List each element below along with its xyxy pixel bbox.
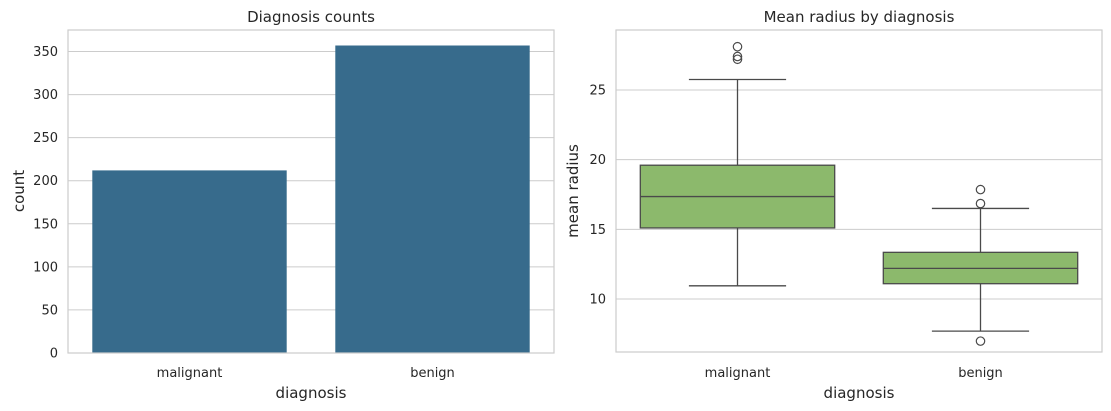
y-tick-label: 25: [589, 83, 606, 98]
y-tick-label: 200: [33, 174, 58, 189]
box-chart-plot-frame: [615, 29, 1103, 353]
bar-chart-x-ticks: malignant benign: [157, 366, 455, 381]
x-tick-label: malignant: [157, 366, 223, 381]
bar-malignant: [92, 170, 287, 353]
y-tick-label: 100: [33, 260, 58, 275]
box-chart-x-ticks: malignant benign: [705, 366, 1003, 381]
y-tick-label: 300: [33, 88, 58, 103]
outlier-point: [732, 54, 743, 65]
box-chart-boxes: [639, 41, 1079, 346]
x-tick-label: benign: [410, 366, 455, 381]
x-tick-label: benign: [958, 366, 1003, 381]
box-benign: [882, 184, 1079, 346]
box-chart-title: Mean radius by diagnosis: [764, 8, 955, 26]
y-tick-label: 10: [589, 293, 606, 308]
bar-chart-plot-frame: [67, 29, 555, 354]
box-chart-y-ticks: 10 15 20 25: [589, 83, 606, 307]
bar-chart-x-label: diagnosis: [276, 384, 347, 402]
box-chart-gridlines: [616, 89, 1102, 300]
outlier-point: [732, 51, 743, 62]
bar-benign: [335, 45, 530, 354]
y-tick-label: 150: [33, 217, 58, 232]
outlier-point: [975, 336, 986, 346]
bar-chart-y-label: count: [10, 170, 28, 212]
outlier-point: [975, 198, 986, 209]
bar-chart-y-ticks: 0 50 100 150 200 250 300 350: [33, 45, 58, 361]
y-tick-label: 20: [589, 153, 606, 168]
bar-chart: 0 50 100 150 200 250 300 350 malignant benign Di…: [10, 8, 555, 402]
box-chart: 10 15 20 25 malignant benign Mean radius by …: [564, 8, 1103, 402]
box-malignant: [639, 41, 836, 287]
outlier-point: [975, 184, 986, 195]
y-tick-label: 350: [33, 45, 58, 60]
y-tick-label: 0: [50, 347, 58, 362]
y-tick-label: 15: [589, 223, 606, 238]
box-chart-y-label: mean radius: [564, 144, 582, 238]
x-tick-label: malignant: [705, 366, 771, 381]
outlier-point: [732, 41, 743, 52]
box-chart-x-label: diagnosis: [824, 384, 895, 402]
y-tick-label: 250: [33, 131, 58, 146]
bar-chart-bars: [92, 45, 530, 354]
bar-chart-title: Diagnosis counts: [247, 8, 375, 26]
y-tick-label: 50: [41, 303, 58, 318]
